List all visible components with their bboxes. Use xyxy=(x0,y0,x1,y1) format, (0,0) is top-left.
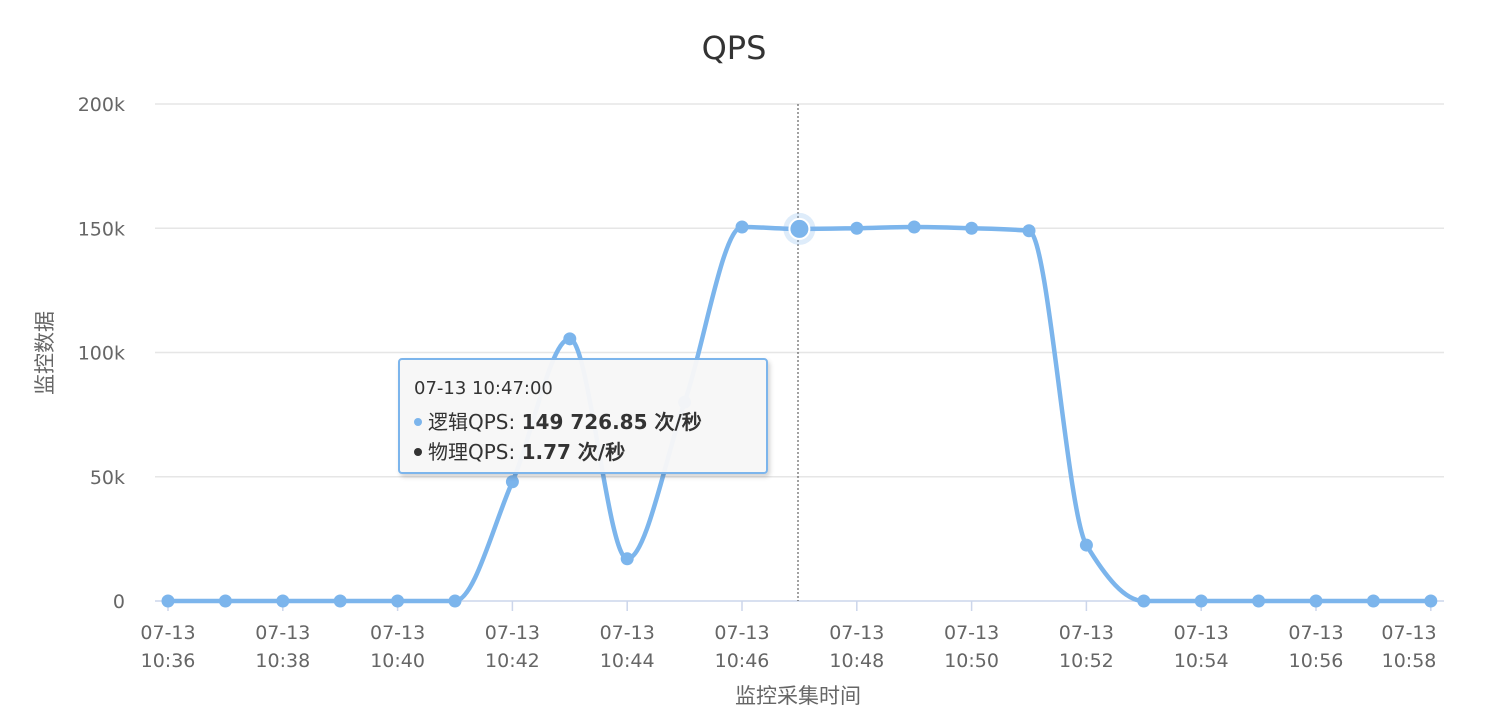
tooltip-series-name: 逻辑QPS xyxy=(428,410,509,434)
series-layer xyxy=(161,212,1438,608)
data-point[interactable] xyxy=(1194,594,1208,608)
x-tick-label: 07-13 10:56 xyxy=(1288,622,1343,672)
data-point[interactable] xyxy=(1022,224,1036,238)
x-tick-label: 07-13 10:44 xyxy=(600,622,655,672)
data-point[interactable] xyxy=(1424,594,1438,608)
data-point[interactable] xyxy=(1366,594,1380,608)
x-tick-label: 07-13 10:38 xyxy=(255,622,310,672)
series-line-logical-qps xyxy=(168,224,1431,604)
data-point[interactable] xyxy=(276,594,290,608)
x-tick-label: 07-13 10:58 xyxy=(1381,622,1436,672)
x-tick-label: 07-13 10:46 xyxy=(714,622,769,672)
tooltip-separator: : xyxy=(508,440,522,464)
data-point[interactable] xyxy=(620,552,634,566)
series-marker-icon xyxy=(414,417,422,426)
data-point[interactable] xyxy=(735,220,749,234)
tooltip-row-physical: 物理QPS: 1.77 次/秒 xyxy=(414,437,766,467)
x-axis: 07-13 10:36 07-13 10:38 07-13 10:40 07-13 10:42… xyxy=(140,600,1444,672)
series-marker-icon xyxy=(414,447,422,456)
data-point[interactable] xyxy=(391,594,405,608)
y-tick-label: 50k xyxy=(90,467,125,489)
y-tick-label: 200k xyxy=(78,94,125,116)
y-tick-label: 0 xyxy=(113,591,125,613)
tooltip-separator: : xyxy=(508,410,522,434)
y-axis-ticks: 0 50k 100k 150k 200k xyxy=(78,94,125,613)
data-point[interactable] xyxy=(907,220,921,234)
chart-title: QPS xyxy=(702,29,767,67)
data-point[interactable] xyxy=(850,221,864,235)
data-point[interactable] xyxy=(1252,594,1266,608)
data-point[interactable] xyxy=(563,332,577,346)
data-point[interactable] xyxy=(1137,594,1151,608)
x-tick-label: 07-13 10:42 xyxy=(485,622,540,672)
x-tick-label: 07-13 10:48 xyxy=(829,622,884,672)
y-tick-label: 150k xyxy=(78,218,125,240)
data-point[interactable] xyxy=(333,594,347,608)
data-point-highlighted[interactable] xyxy=(788,217,811,240)
data-point[interactable] xyxy=(505,475,519,489)
tooltip-header: 07-13 10:47:00 xyxy=(414,378,553,399)
data-point[interactable] xyxy=(965,221,979,235)
data-point[interactable] xyxy=(1309,594,1323,608)
data-point[interactable] xyxy=(1079,538,1093,552)
x-tick-label: 07-13 10:36 xyxy=(140,622,195,672)
grid-lines xyxy=(155,103,1444,478)
data-point[interactable] xyxy=(448,594,462,608)
x-tick-label: 07-13 10:52 xyxy=(1059,622,1114,672)
tooltip-value: 149 726.85 次/秒 xyxy=(521,410,702,434)
data-point[interactable] xyxy=(218,594,232,608)
data-point[interactable] xyxy=(161,594,175,608)
tooltip-value: 1.77 次/秒 xyxy=(521,440,626,464)
tooltip-series-name: 物理QPS xyxy=(428,440,509,464)
tooltip-row-logical: 逻辑QPS: 149 726.85 次/秒 xyxy=(414,407,766,437)
y-tick-label: 100k xyxy=(78,343,125,365)
x-axis-title: 监控采集时间 xyxy=(735,684,861,708)
tooltip: 07-13 10:47:00 逻辑QPS: 149 726.85 次/秒 物理Q… xyxy=(398,358,768,474)
x-tick-label: 07-13 10:40 xyxy=(370,622,425,672)
x-tick-label: 07-13 10:50 xyxy=(944,622,999,672)
y-axis-title: 监控数据 xyxy=(33,311,57,395)
x-tick-label: 07-13 10:54 xyxy=(1174,622,1229,672)
